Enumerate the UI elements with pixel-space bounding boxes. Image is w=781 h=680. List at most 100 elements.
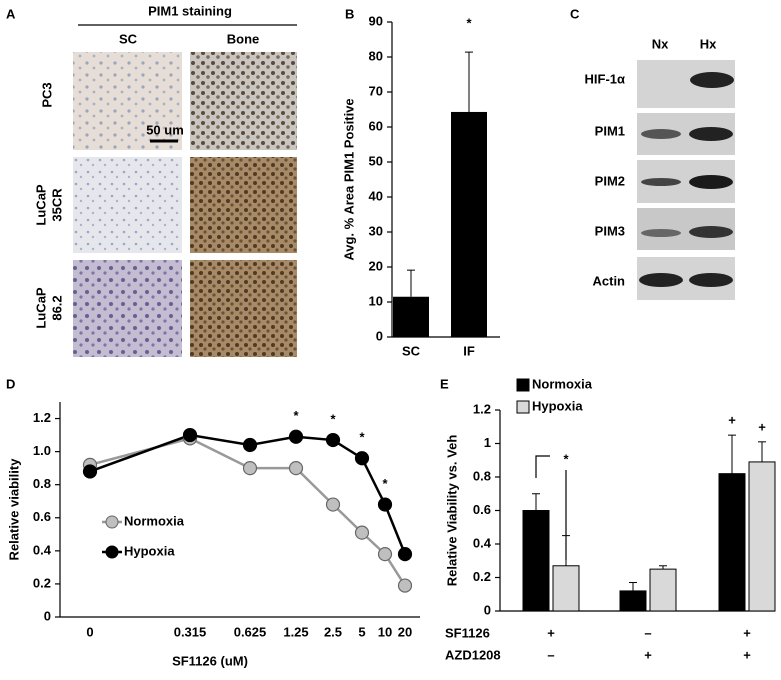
y-tick-label: 0.2 [473,569,491,584]
y-tick-label: 1.2 [33,410,51,425]
bar [649,568,677,612]
y-tick-label: 0.8 [33,476,51,491]
y-tick-label: 1.2 [473,401,491,416]
treatment-label: AZD1208 [445,647,501,662]
bar [393,296,429,337]
band [639,273,683,287]
y-tick-label: 0.6 [473,502,491,517]
marker [82,464,98,479]
bar [522,510,550,612]
x-tick-label: 10 [378,624,392,639]
x-tick-label: 0 [86,624,93,639]
stain-image [73,260,182,357]
treatment-value: + [644,647,652,662]
x-tick-label: 1.25 [283,624,308,639]
band [689,175,733,189]
legend-label: Hypoxia [532,398,583,413]
band [641,129,681,139]
y-tick-label: 70 [369,83,383,98]
marker [242,461,258,476]
panel-c: C Nx Hx HIF-1α PIM1 PIM2 PIM3 Actin [570,6,735,300]
row-label: PC3 [39,82,54,107]
panel-title: PIM1 staining [148,3,232,18]
stain-image [73,52,182,150]
y-tick-label: 90 [369,13,383,28]
marker [397,578,413,593]
marker [354,451,370,466]
marker [377,497,393,512]
row-label: PIM3 [595,223,625,238]
row-label: 35CR [49,188,64,222]
marker [182,427,198,443]
treatment-label: SF1126 [445,625,490,640]
x-tick-label: IF [463,343,475,358]
treatment-value: + [743,647,751,662]
column-label: Nx [652,36,669,51]
y-tick-label: 0.8 [473,468,491,483]
row-label: HIF-1α [585,71,626,86]
annotation: * [293,408,299,423]
band [689,273,733,287]
y-tick-label: 50 [369,153,383,168]
y-axis-label: Avg. % Area PIM1 Positive [341,98,356,260]
annotation: * [563,451,569,466]
y-tick-label: 0 [376,328,383,343]
bar [748,461,776,612]
row-label: LuCaP [33,287,48,329]
panel-label: E [440,376,449,391]
y-tick-label: 80 [369,48,383,63]
y-tick-label: 0.4 [33,542,52,557]
marker [325,497,341,512]
x-tick-label: 0.625 [234,624,267,639]
legend-swatch [516,400,530,414]
band [641,178,681,186]
bar [718,473,746,612]
marker [377,547,393,562]
y-tick-label: 1.0 [33,443,51,458]
row-label: PIM1 [595,123,625,138]
panel-label: D [6,376,15,391]
treatment-value: + [743,625,751,640]
treatment-value: – [547,647,554,662]
y-tick-label: 0 [484,602,491,617]
y-tick-label: 1 [484,435,491,450]
annotation: * [466,15,472,30]
marker [288,429,304,444]
bar [451,111,487,337]
row-label: 86.2 [49,295,64,320]
legend-marker [105,515,119,529]
panel-label: C [570,6,580,21]
row-label: PIM2 [595,173,625,188]
marker [397,547,413,562]
marker [242,437,258,453]
legend-label: Normoxia [124,513,185,528]
scale-bar-label: 50 um [146,122,184,137]
panel-label: B [345,6,354,21]
marker [325,432,341,448]
x-tick-label: SC [402,343,421,358]
x-tick-label: 2.5 [324,624,342,639]
legend-label: Hypoxia [124,543,175,558]
band [689,127,733,141]
y-tick-label: 40 [369,188,383,203]
y-axis-label: Relative Viability vs. Veh [444,435,459,587]
y-tick-label: 0.4 [473,535,492,550]
marker [354,525,370,540]
annotation: * [359,430,365,445]
y-tick-label: 60 [369,118,383,133]
band [690,72,734,88]
x-axis-label: SF1126 (uM) [172,653,248,668]
legend-label: Normoxia [532,376,593,391]
annotation: * [330,411,336,426]
stain-image [190,157,297,253]
panel-a: A PIM1 staining SC Bone 50 um PC3 LuCaP … [6,3,297,357]
treatment-value: + [547,625,555,640]
row-label: LuCaP [33,184,48,226]
stain-image [73,157,182,253]
stain-image [190,52,297,150]
x-tick-label: 5 [358,624,365,639]
x-tick-label: 20 [398,624,412,639]
legend-swatch [516,378,530,392]
y-tick-label: 0.6 [33,509,51,524]
